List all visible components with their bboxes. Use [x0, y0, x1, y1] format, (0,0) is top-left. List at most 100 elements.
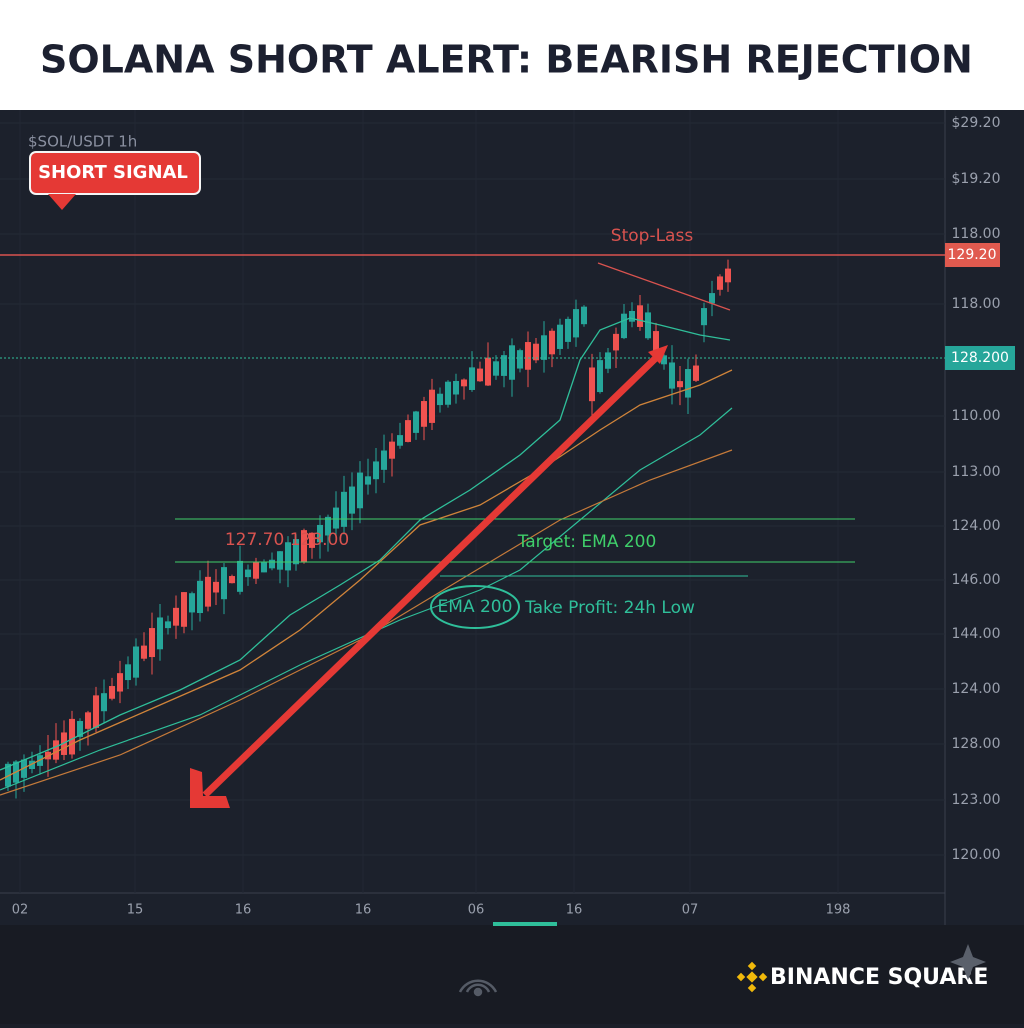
- candle: [597, 360, 603, 393]
- candle: [381, 450, 387, 470]
- candle: [621, 313, 627, 339]
- time-label: 02: [12, 903, 29, 918]
- ema-fast: [0, 317, 731, 771]
- current-price-box: [945, 346, 1015, 370]
- price-label: 124.00: [952, 518, 1001, 534]
- candle: [301, 530, 307, 563]
- arrow-shaft: [202, 349, 665, 798]
- price-label: 123.00: [952, 792, 1001, 808]
- candle: [221, 567, 227, 600]
- time-label: 198: [826, 903, 851, 918]
- candle: [517, 350, 523, 369]
- candle: [245, 569, 251, 578]
- candle: [661, 355, 667, 365]
- candle: [189, 593, 195, 613]
- candle: [549, 330, 555, 355]
- candle: [285, 542, 291, 571]
- candle: [133, 646, 139, 678]
- price-label: 146.00: [952, 572, 1001, 588]
- candle: [581, 306, 587, 325]
- price-label: 128.00: [952, 736, 1001, 752]
- candle: [405, 420, 411, 442]
- candles: [5, 259, 731, 799]
- candle: [277, 551, 283, 570]
- time-labels: 02 15 16 16 06 16 07 198: [12, 903, 851, 918]
- current-price: 128.200: [951, 350, 1009, 366]
- candle: [637, 305, 643, 327]
- title: SOLANA SHORT ALERT: BEARISH REJECTION: [40, 38, 973, 82]
- candle: [357, 472, 363, 509]
- candle: [685, 369, 691, 398]
- candle: [157, 617, 163, 650]
- scroll-indicator[interactable]: [493, 922, 557, 926]
- footer-bg: [0, 925, 1024, 1024]
- arrow-tail: [648, 345, 668, 364]
- candle: [645, 312, 651, 339]
- candle: [557, 324, 563, 349]
- entry-label: 127.70 128.00: [225, 530, 349, 550]
- candle: [629, 310, 635, 322]
- stop-price: 129.20: [948, 247, 997, 263]
- candle: [213, 581, 219, 593]
- candle: [429, 389, 435, 423]
- header-bg: [0, 0, 1024, 110]
- ema-200: [0, 449, 733, 796]
- candle: [541, 335, 547, 360]
- candle: [533, 343, 539, 361]
- badge-pointer: [48, 194, 76, 210]
- candle: [653, 331, 659, 352]
- candle: [237, 560, 243, 592]
- candle: [261, 562, 267, 573]
- candle: [477, 368, 483, 382]
- live-icon: [458, 979, 498, 997]
- candle: [453, 380, 459, 395]
- candle: [389, 441, 395, 459]
- candle: [701, 308, 707, 326]
- ema-slow: [0, 407, 733, 791]
- candle: [69, 718, 75, 755]
- candle: [293, 539, 299, 565]
- time-label: 15: [127, 903, 144, 918]
- candle: [373, 461, 379, 480]
- candle: [333, 507, 339, 529]
- candle: [5, 763, 11, 787]
- ema-circle: [430, 585, 520, 629]
- candle: [397, 435, 403, 446]
- arrow-head: [190, 768, 230, 808]
- candle: [437, 393, 443, 406]
- candle: [109, 686, 115, 699]
- chart-bg: [0, 110, 1024, 925]
- candle: [485, 357, 491, 386]
- candle: [461, 379, 467, 387]
- candle: [573, 309, 579, 338]
- ema-label: EMA 200: [438, 597, 513, 617]
- candle: [413, 411, 419, 433]
- price-label: 120.00: [952, 847, 1001, 863]
- candle: [229, 576, 235, 584]
- candle: [269, 559, 275, 569]
- price-label: 144.00: [952, 626, 1001, 642]
- candle: [53, 740, 59, 760]
- brand: BINANCE SQUARE: [770, 965, 988, 990]
- stop-label: Stop-Lass: [611, 226, 694, 246]
- candle: [709, 293, 715, 304]
- candle: [117, 673, 123, 692]
- candle: [677, 381, 683, 388]
- candle: [77, 721, 83, 737]
- trendline: [597, 262, 731, 311]
- candle: [565, 318, 571, 342]
- candle: [141, 645, 147, 659]
- candle: [149, 628, 155, 658]
- candle: [349, 486, 355, 514]
- price-label: 118.00: [952, 296, 1001, 312]
- candle: [181, 592, 187, 627]
- candle: [341, 491, 347, 527]
- sparkle-icon: [950, 944, 986, 980]
- candle: [365, 476, 371, 485]
- candle: [445, 381, 451, 405]
- candle: [501, 355, 507, 376]
- tp-label: Take Profit: 24h Low: [524, 598, 695, 618]
- price-label: $29.20: [952, 115, 1001, 131]
- short-badge[interactable]: [29, 151, 201, 195]
